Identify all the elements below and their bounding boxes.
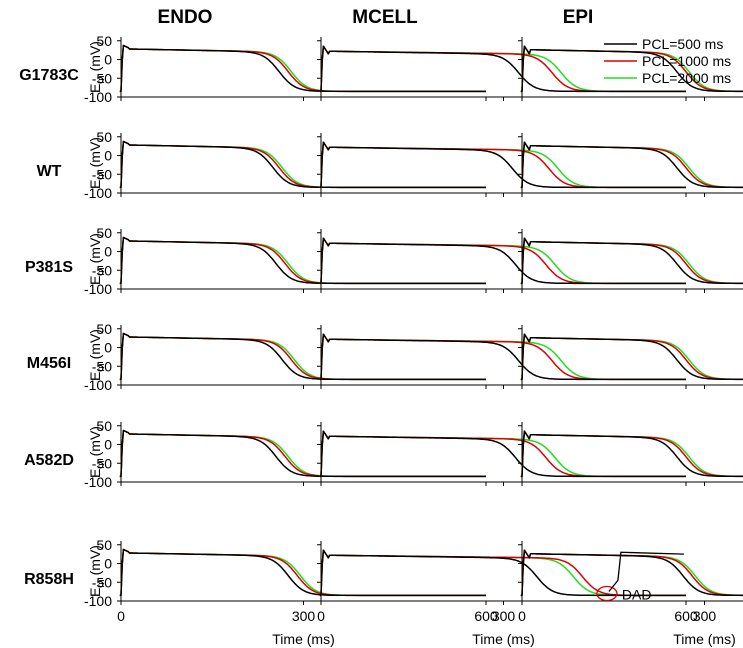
legend-entry: PCL=1000 ms [642, 53, 731, 69]
column-title-endo: ENDO [158, 7, 213, 28]
dad-triggered-trace [608, 551, 685, 592]
trace-pcl-500-ms [319, 549, 686, 597]
trace-pcl-500-ms [520, 549, 743, 597]
y-tick-label: 0 [104, 148, 112, 164]
axis-frame [120, 325, 486, 386]
axis-frame [320, 37, 686, 98]
y-tick-label: 50 [96, 129, 112, 145]
dad-label: DAD [622, 587, 652, 603]
x-axis-label: Time (ms) [472, 631, 534, 647]
x-axis-label: Time (ms) [673, 631, 735, 647]
row-label-r858h: R858H [24, 571, 74, 588]
row-label-g1783c: G1783C [19, 67, 79, 84]
trace-pcl-1000-ms [520, 333, 743, 381]
y-tick-label: -50 [92, 574, 112, 590]
trace-pcl-500-ms [520, 237, 743, 285]
trace-pcl-500-ms [119, 548, 486, 597]
trace-pcl-500-ms [520, 333, 743, 381]
x-tick-label: 300 [292, 608, 316, 624]
y-tick-label: -100 [84, 474, 112, 490]
y-tick-label: -50 [92, 166, 112, 182]
y-axis-label: Em (mV) [87, 329, 107, 381]
dad-highlight-ellipse [596, 585, 618, 602]
trace-pcl-1000-ms [319, 333, 686, 381]
axis-frame [320, 422, 686, 483]
x-tick-label: 600 [674, 608, 698, 624]
y-axis-label: Em (mV) [87, 41, 107, 93]
trace-pcl-500-ms [520, 141, 743, 189]
y-tick-label: 0 [104, 556, 112, 572]
axis-frame [120, 133, 486, 194]
y-tick-label: 50 [96, 537, 112, 553]
y-tick-label: 0 [104, 437, 112, 453]
y-tick-label: 0 [104, 244, 112, 260]
y-tick-label: 50 [96, 225, 112, 241]
x-tick-label: 0 [518, 608, 526, 624]
y-tick-label: -100 [84, 593, 112, 609]
trace-pcl-500-ms [319, 237, 686, 285]
trace-pcl-500-ms [119, 429, 486, 478]
trace-pcl-1000-ms [520, 430, 743, 478]
trace-pcl-500-ms [319, 45, 686, 93]
y-tick-label: 0 [104, 340, 112, 356]
axis-frame [120, 541, 486, 602]
y-tick-label: -50 [92, 262, 112, 278]
trace-pcl-2000-ms [319, 237, 686, 285]
y-tick-label: -100 [84, 377, 112, 393]
legend-entry: PCL=500 ms [642, 36, 723, 52]
y-tick-label: 50 [96, 33, 112, 49]
y-tick-label: 0 [104, 52, 112, 68]
axis-frame [320, 133, 686, 194]
y-axis-label: Em (mV) [87, 545, 107, 597]
y-tick-label: -50 [92, 455, 112, 471]
trace-pcl-1000-ms [520, 237, 743, 285]
trace-pcl-2000-ms [520, 237, 743, 285]
y-tick-label: -50 [92, 358, 112, 374]
trace-pcl-500-ms [119, 140, 486, 189]
y-tick-label: 50 [96, 418, 112, 434]
column-title-mcell: MCELL [352, 7, 418, 28]
trace-pcl-500-ms [319, 141, 686, 189]
legend-entry: PCL=2000 ms [642, 70, 731, 86]
y-tick-label: -100 [84, 185, 112, 201]
y-tick-label: -100 [84, 89, 112, 105]
trace-pcl-500-ms [119, 332, 486, 381]
axis-frame [120, 37, 486, 98]
x-tick-label: 300 [492, 608, 516, 624]
trace-pcl-1000-ms [319, 45, 686, 93]
trace-pcl-2000-ms [520, 430, 743, 478]
y-tick-label: -100 [84, 281, 112, 297]
trace-pcl-500-ms [319, 430, 686, 478]
trace-pcl-2000-ms [520, 333, 743, 381]
x-tick-label: 600 [474, 608, 498, 624]
x-tick-label: 0 [317, 608, 325, 624]
trace-pcl-500-ms [119, 44, 486, 93]
trace-pcl-500-ms [319, 333, 686, 381]
y-tick-label: 50 [96, 321, 112, 337]
y-tick-label: -50 [92, 70, 112, 86]
y-axis-label: Em (mV) [87, 233, 107, 285]
y-axis-label: Em (mV) [87, 426, 107, 478]
column-title-epi: EPI [563, 7, 594, 28]
x-tick-label: 0 [117, 608, 125, 624]
row-label-wt: WT [37, 163, 62, 180]
trace-pcl-500-ms [520, 45, 743, 93]
trace-pcl-1000-ms [319, 141, 686, 189]
y-axis-label: Em (mV) [87, 137, 107, 189]
row-label-a582d: A582D [24, 452, 74, 469]
trace-pcl-500-ms [119, 236, 486, 285]
trace-pcl-500-ms [520, 430, 743, 478]
x-axis-label: Time (ms) [272, 631, 334, 647]
axis-frame [320, 229, 686, 290]
row-label-m456i: M456I [27, 355, 71, 372]
x-tick-label: 300 [693, 608, 717, 624]
row-label-p381s: P381S [25, 259, 73, 276]
axis-frame [320, 325, 686, 386]
trace-pcl-2000-ms [319, 430, 686, 478]
